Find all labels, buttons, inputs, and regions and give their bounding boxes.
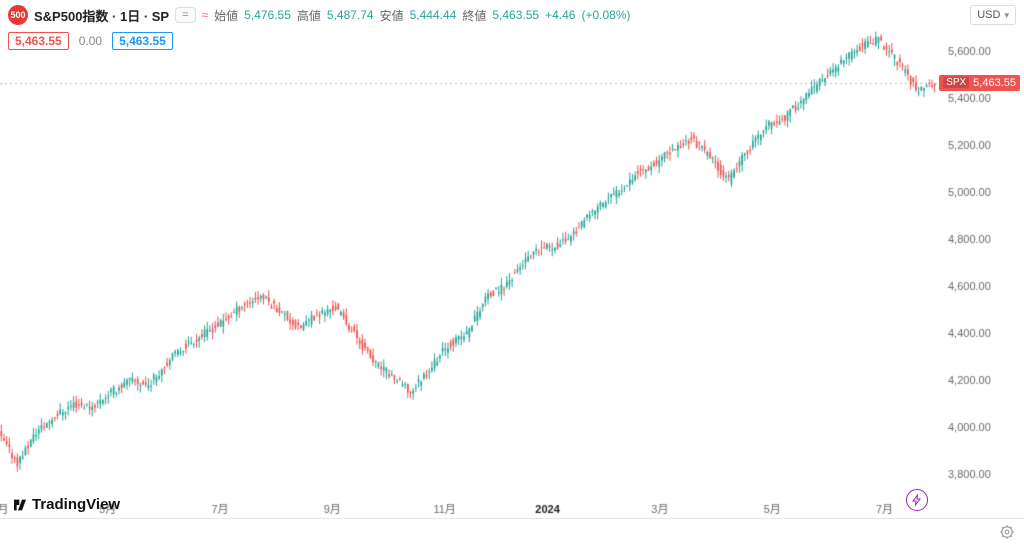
candlestick-canvas[interactable] [0,28,1024,528]
chart-header: 500 S&P500指数 · 1日 · SP = ≈ 始値 5,476.55 高… [0,0,1024,30]
compare-pill[interactable]: = [175,7,195,23]
wave-icon: ≈ [202,8,209,22]
high-value: 5,487.74 [327,8,374,22]
price-tag-value: 5,463.55 [973,77,1016,89]
close-value: 5,463.55 [492,8,539,22]
high-label: 高値 [297,7,321,24]
symbol-badge-icon: 500 [8,5,28,25]
tradingview-logo[interactable]: TradingView [12,496,120,513]
open-value: 5,476.55 [244,8,291,22]
close-label: 終値 [462,7,486,24]
logo-text: TradingView [32,496,120,513]
low-value: 5,444.44 [410,8,457,22]
symbol-title[interactable]: S&P500指数 · 1日 · SP [34,6,169,25]
currency-select[interactable]: USD ▾ [970,5,1016,25]
gear-icon[interactable] [998,523,1016,541]
currency-label: USD [977,9,1000,21]
price-tag-symbol: SPX [943,77,969,88]
replay-bolt-button[interactable] [906,489,928,511]
chart-area[interactable] [0,28,1024,528]
bolt-icon [911,494,923,506]
last-price-tag: SPX 5,463.55 [939,75,1020,91]
chevron-down-icon: ▾ [1004,10,1009,21]
time-axis-divider [0,518,1024,519]
change-pct: (+0.08%) [581,8,630,22]
tradingview-icon [12,497,28,513]
change-value: +4.46 [545,8,575,22]
open-label: 始値 [214,7,238,24]
low-label: 安値 [380,7,404,24]
